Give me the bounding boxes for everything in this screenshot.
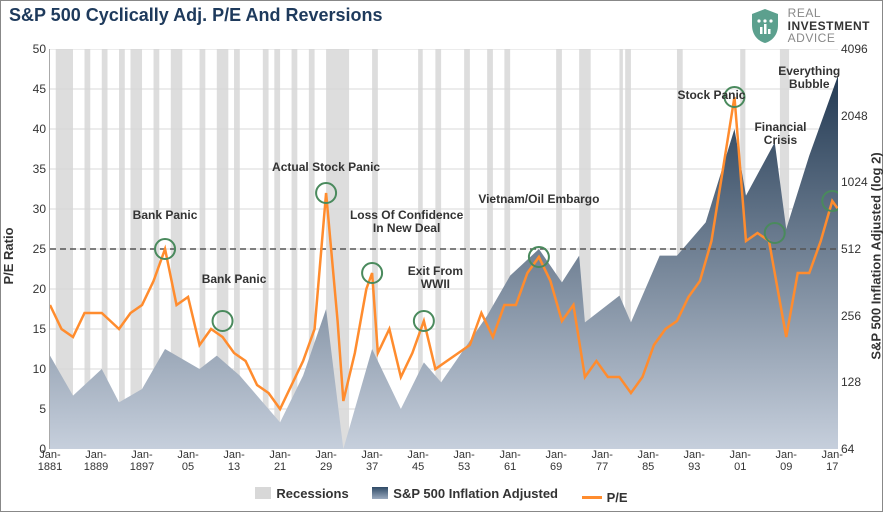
ytick-right: 1024 xyxy=(837,175,868,189)
xtick: Jan-01 xyxy=(730,448,751,473)
ytick-left: 45 xyxy=(33,82,50,96)
ytick-left: 5 xyxy=(39,402,50,416)
xtick: Jan-85 xyxy=(637,448,658,473)
annotation-label: EverythingBubble xyxy=(778,65,840,90)
annotation-label: Actual Stock Panic xyxy=(272,161,380,174)
annotation-label: Bank Panic xyxy=(202,273,267,286)
annotation-label: Stock Panic xyxy=(677,89,745,102)
xtick: Jan-05 xyxy=(177,448,198,473)
plot-svg xyxy=(50,49,838,449)
legend: Recessions S&P 500 Inflation Adjusted P/… xyxy=(1,486,882,506)
xtick: Jan-13 xyxy=(223,448,244,473)
legend-sp500: S&P 500 Inflation Adjusted xyxy=(372,486,558,501)
ytick-left: 35 xyxy=(33,162,50,176)
brand-logo: REAL INVESTMENT ADVICE xyxy=(748,7,870,45)
annotation-label: FinancialCrisis xyxy=(754,121,806,146)
shield-icon xyxy=(748,7,782,45)
annotation-label: Exit FromWWII xyxy=(408,265,463,290)
legend-recessions: Recessions xyxy=(255,486,348,501)
legend-pe: P/E xyxy=(582,490,628,505)
xtick: Jan-17 xyxy=(822,448,843,473)
chart-title: S&P 500 Cyclically Adj. P/E And Reversio… xyxy=(9,5,383,26)
xtick: Jan-53 xyxy=(453,448,474,473)
ytick-left: 50 xyxy=(33,42,50,56)
logo-line-1: REAL xyxy=(788,7,870,20)
ytick-left: 25 xyxy=(33,242,50,256)
xtick: Jan-45 xyxy=(407,448,428,473)
xtick: Jan-1889 xyxy=(84,448,108,473)
annotation-label: Vietnam/Oil Embargo xyxy=(478,193,599,206)
ytick-left: 10 xyxy=(33,362,50,376)
annotation-label: Loss Of ConfidenceIn New Deal xyxy=(350,209,463,234)
ytick-right: 512 xyxy=(837,242,861,256)
xtick: Jan-1881 xyxy=(38,448,62,473)
annotation-label: Bank Panic xyxy=(133,209,198,222)
ytick-right: 256 xyxy=(837,309,861,323)
y-axis-left-label: P/E Ratio xyxy=(1,227,16,284)
xtick: Jan-29 xyxy=(315,448,336,473)
ytick-right: 128 xyxy=(837,375,861,389)
y-axis-right-label: S&P 500 Inflation Adjusted (log 2) xyxy=(868,152,883,359)
ytick-left: 40 xyxy=(33,122,50,136)
xtick: Jan-77 xyxy=(591,448,612,473)
xtick: Jan-1897 xyxy=(130,448,154,473)
xtick: Jan-21 xyxy=(269,448,290,473)
xtick: Jan-93 xyxy=(684,448,705,473)
xtick: Jan-61 xyxy=(499,448,520,473)
ytick-right: 2048 xyxy=(837,109,868,123)
xtick: Jan-37 xyxy=(361,448,382,473)
ytick-left: 15 xyxy=(33,322,50,336)
ytick-left: 30 xyxy=(33,202,50,216)
xtick: Jan-09 xyxy=(776,448,797,473)
ytick-right: 4096 xyxy=(837,42,868,56)
plot-area: 0510152025303540455064128256512102420484… xyxy=(49,49,837,449)
xtick: Jan-69 xyxy=(545,448,566,473)
ytick-left: 20 xyxy=(33,282,50,296)
